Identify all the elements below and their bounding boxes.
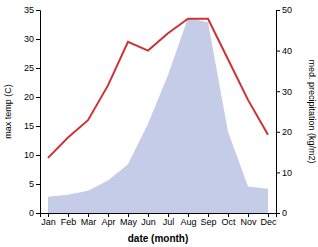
tick-label: Sep: [200, 217, 216, 227]
x-axis: Jan Feb Mar Apr MayJun Jul Aug Sep Oct NovDec: [41, 213, 277, 227]
tick-label: 20: [24, 92, 34, 102]
tick-label: 50: [282, 5, 292, 15]
tick-mark: [36, 10, 40, 11]
tick: Apr: [101, 213, 115, 227]
tick-label: 15: [24, 121, 34, 131]
tick-label: 0: [282, 208, 287, 218]
tick-label: 0: [29, 208, 34, 218]
marks: [48, 18, 268, 213]
tick-label: Apr: [101, 217, 115, 227]
tick-mark: [36, 97, 40, 98]
tick: 20: [24, 92, 40, 102]
y-axis: 0 5 10 15 20 25 30 35: [24, 5, 41, 218]
tick-label: Aug: [180, 217, 196, 227]
tick: Oct: [221, 213, 236, 227]
tick-mark: [36, 155, 40, 156]
tick: 0: [276, 208, 287, 218]
tick: 25: [24, 63, 40, 73]
tick: 10: [276, 168, 292, 178]
tick: 5: [29, 179, 40, 189]
tick-label: 10: [282, 168, 292, 178]
tick-label: 20: [282, 127, 292, 137]
tick-label: Jan: [41, 217, 56, 227]
tick: Aug: [180, 213, 196, 227]
tick: May: [120, 213, 138, 227]
tick: 10: [24, 150, 40, 160]
tick: Jul: [163, 213, 175, 227]
tick: Nov: [240, 213, 257, 227]
tick: Sep: [200, 213, 216, 227]
tick-label: Jun: [141, 217, 156, 227]
tick-mark: [36, 184, 40, 185]
tick-mark: [36, 126, 40, 127]
tick-label: Oct: [221, 217, 236, 227]
tick-label: May: [120, 217, 138, 227]
axis-line: [36, 11, 41, 214]
tick: Jan: [41, 213, 56, 227]
tick-mark: [276, 10, 280, 11]
tick: Jun: [141, 213, 156, 227]
tick: 0: [29, 208, 40, 218]
y2-axis: 0 10 20 30 40 50: [276, 5, 292, 218]
tick: 30: [24, 34, 40, 44]
tick-mark: [276, 51, 280, 52]
tick-label: Dec: [260, 217, 277, 227]
tick: 15: [24, 121, 40, 131]
tick-label: 5: [29, 179, 34, 189]
tick: 30: [276, 87, 292, 97]
tick-mark: [276, 172, 280, 173]
tick-label: Nov: [240, 217, 257, 227]
tick-label: Feb: [61, 217, 77, 227]
tick: Dec: [260, 213, 277, 227]
tick: 50: [276, 5, 292, 15]
tick-mark: [36, 68, 40, 69]
tick: 20: [276, 127, 292, 137]
tick-label: 40: [282, 46, 292, 56]
tick-label: 30: [24, 34, 34, 44]
axis-line: [277, 11, 281, 214]
tick-mark: [276, 132, 280, 133]
y2-axis-title: med. precipitation (kg/m2): [307, 59, 317, 163]
tick-label: 25: [24, 63, 34, 73]
area: [48, 18, 268, 213]
tick-label: 10: [24, 150, 34, 160]
tick-mark: [36, 39, 40, 40]
tick-label: 30: [282, 87, 292, 97]
tick-label: 35: [24, 5, 34, 15]
tick: Feb: [61, 213, 77, 227]
chart: Jan Feb Mar Apr MayJun Jul Aug Sep Oct NovDec 0 5 10…: [0, 0, 318, 247]
tick-mark: [276, 213, 280, 214]
tick-mark: [36, 213, 40, 214]
plot: Jan Feb Mar Apr MayJun Jul Aug Sep Oct NovDec 0 5 10…: [24, 5, 292, 227]
x-axis-title: date (month): [128, 233, 189, 244]
line: [48, 19, 268, 158]
tick-label: Mar: [81, 217, 97, 227]
tick: 35: [24, 5, 40, 15]
tick: Mar: [81, 213, 97, 227]
y-axis-title: max temp (C): [3, 84, 13, 139]
tick-mark: [276, 91, 280, 92]
tick-label: Jul: [163, 217, 175, 227]
tick: 40: [276, 46, 292, 56]
